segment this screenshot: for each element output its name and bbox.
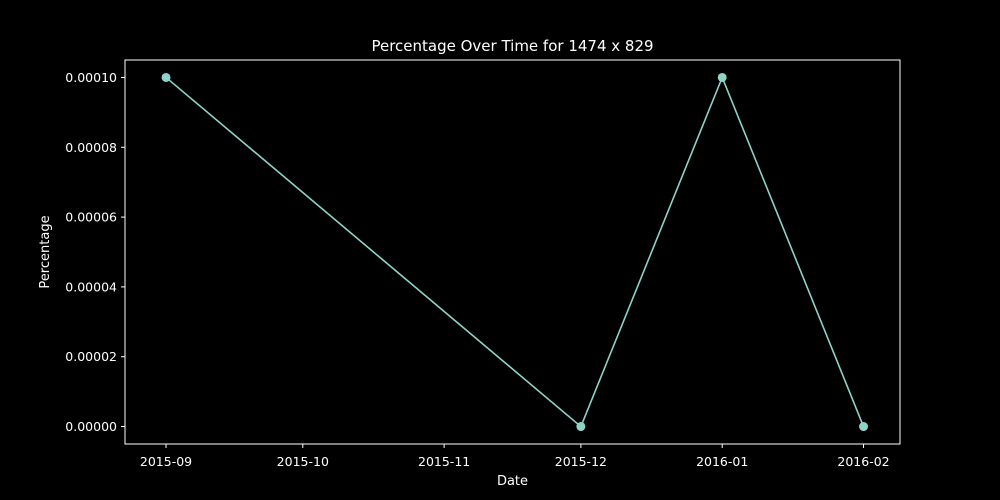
x-tick-label: 2015-12 — [555, 454, 607, 469]
x-tick-label: 2015-10 — [277, 454, 329, 469]
x-tick-label: 2016-01 — [696, 454, 748, 469]
data-point — [161, 72, 171, 82]
data-point — [576, 422, 586, 432]
y-tick-label: 0.00004 — [65, 279, 117, 294]
y-tick-label: 0.00002 — [65, 349, 117, 364]
x-tick-label: 2016-02 — [837, 454, 889, 469]
y-tick-label: 0.00006 — [65, 210, 117, 225]
data-point — [859, 422, 869, 432]
x-axis-label: Date — [497, 474, 528, 489]
y-tick-label: 0.00000 — [65, 419, 117, 434]
data-point — [717, 72, 727, 82]
y-axis-label: Percentage — [38, 215, 53, 288]
y-tick-label: 0.00010 — [65, 70, 117, 85]
series-layer — [161, 72, 869, 432]
x-axis: 2015-09 2015-10 2015-11 2015-12 2016-01 2016-… — [140, 444, 890, 469]
y-axis: 0.00000 0.00002 0.00004 0.00006 0.00008 0.000… — [65, 70, 125, 434]
x-tick-label: 2015-09 — [140, 454, 192, 469]
x-tick-label: 2015-11 — [418, 454, 470, 469]
plot-area-frame — [124, 59, 901, 445]
chart-title: Percentage Over Time for 1474 x 829 — [371, 37, 653, 55]
series-line — [165, 75, 865, 428]
y-tick-label: 0.00008 — [65, 140, 117, 155]
